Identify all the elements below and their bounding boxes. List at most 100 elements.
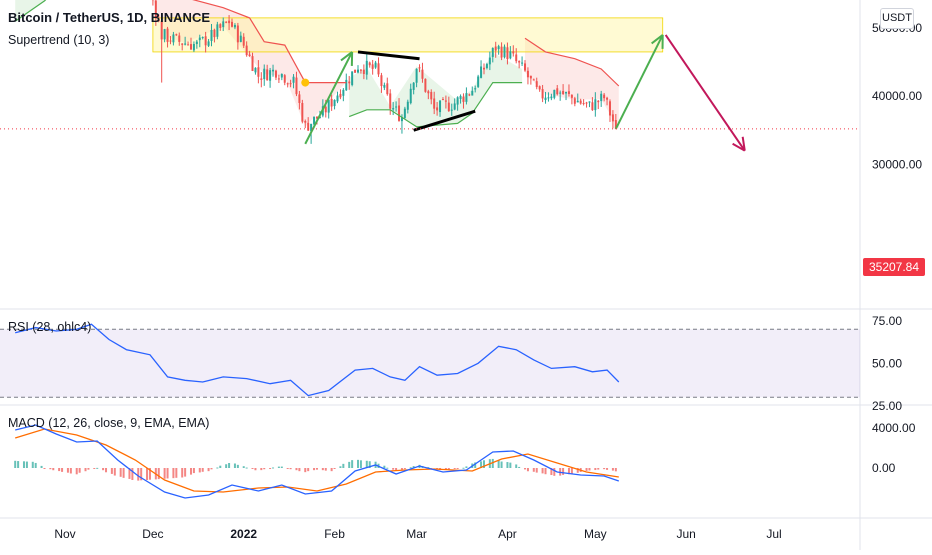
- supertrend-label[interactable]: Supertrend (10, 3): [8, 33, 109, 47]
- candle-body: [272, 70, 274, 72]
- candle-body: [167, 29, 169, 42]
- candle-body: [351, 71, 353, 85]
- macd-histogram-bar: [175, 468, 177, 478]
- macd-histogram-bar: [190, 468, 192, 475]
- candle-body: [430, 92, 432, 99]
- macd-histogram-bar: [454, 468, 456, 469]
- macd-histogram-bar: [498, 460, 500, 468]
- candle-body: [331, 99, 333, 107]
- macd-histogram-bar: [105, 468, 107, 472]
- candle-body: [495, 47, 497, 51]
- candle-body: [281, 74, 283, 78]
- candle-body: [363, 70, 365, 74]
- macd-histogram-bar: [339, 466, 341, 468]
- candle-body: [164, 29, 166, 39]
- macd-histogram-bar: [322, 468, 324, 470]
- candle-body: [222, 21, 224, 27]
- candle-body: [591, 102, 593, 110]
- macd-histogram-bar: [87, 468, 89, 470]
- macd-histogram-bar: [246, 468, 248, 469]
- candle-body: [442, 99, 444, 100]
- projection-arrow: [666, 35, 745, 151]
- candle-body: [474, 88, 476, 89]
- macd-histogram-bar: [553, 468, 555, 476]
- macd-histogram-bar: [199, 468, 201, 472]
- candle-body: [293, 77, 295, 83]
- macd-histogram-bar: [562, 468, 564, 475]
- time-axis-tick: Apr: [498, 527, 517, 541]
- candle-body: [348, 82, 350, 84]
- macd-histogram-bar: [295, 468, 297, 470]
- macd-histogram-bar: [193, 468, 195, 473]
- candle-body: [389, 93, 391, 108]
- candle-body: [509, 51, 511, 58]
- macd-histogram-bar: [228, 463, 230, 468]
- candle-body: [504, 47, 506, 58]
- macd-histogram-bar: [606, 468, 608, 470]
- candle-body: [378, 63, 380, 74]
- currency-button[interactable]: USDT: [880, 8, 914, 29]
- candle-body: [205, 36, 207, 45]
- macd-histogram-bar: [586, 468, 588, 471]
- macd-histogram-bar: [401, 468, 403, 470]
- candle-body: [304, 121, 306, 123]
- macd-histogram-bar: [237, 465, 239, 468]
- macd-histogram-bar: [536, 468, 538, 473]
- candle-body: [471, 91, 473, 96]
- macd-histogram-bar: [615, 468, 617, 471]
- candle-body: [562, 91, 564, 94]
- candle-body: [433, 99, 435, 109]
- candle-body: [609, 101, 611, 115]
- macd-histogram-bar: [278, 467, 280, 468]
- candle-body: [445, 101, 447, 102]
- macd-histogram-bar: [26, 462, 28, 468]
- candle-body: [287, 83, 289, 84]
- candle-body: [172, 35, 174, 43]
- candle-body: [190, 44, 192, 50]
- candle-body: [536, 81, 538, 87]
- macd-label[interactable]: MACD (12, 26, close, 9, EMA, EMA): [8, 416, 209, 430]
- macd-histogram-bar: [131, 468, 133, 480]
- macd-histogram-bar: [158, 468, 160, 479]
- candle-body: [175, 34, 177, 35]
- rsi-label[interactable]: RSI (28, ohlc4): [8, 320, 91, 334]
- macd-histogram-bar: [14, 461, 16, 468]
- candle-body: [419, 67, 421, 68]
- time-axis-tick: May: [584, 527, 607, 541]
- candle-body: [407, 102, 409, 110]
- candle-body: [512, 51, 514, 53]
- candle-body: [460, 96, 462, 99]
- candle-body: [539, 86, 541, 89]
- candle-body: [533, 79, 535, 80]
- candle-body: [208, 41, 210, 45]
- candle-body: [439, 101, 441, 112]
- macd-histogram-bar: [58, 468, 60, 471]
- macd-histogram-bar: [32, 462, 34, 468]
- macd-histogram-bar: [85, 468, 87, 471]
- candle-body: [252, 56, 254, 71]
- macd-histogram-bar: [41, 466, 43, 468]
- macd-histogram-bar: [325, 468, 327, 471]
- candle-body: [586, 103, 588, 104]
- candle-body: [357, 70, 359, 73]
- macd-histogram-bar: [307, 468, 309, 471]
- macd-histogram-bar: [298, 468, 300, 471]
- candle-body: [547, 97, 549, 98]
- candle-body: [398, 106, 400, 121]
- macd-histogram-bar: [43, 468, 45, 469]
- candle-body: [448, 103, 450, 111]
- candle-body: [254, 68, 256, 73]
- candle-body: [392, 108, 394, 109]
- macd-histogram-bar: [164, 468, 166, 479]
- candle-body: [571, 95, 573, 98]
- macd-histogram-bar: [509, 463, 511, 468]
- time-axis-tick: Jun: [676, 527, 695, 541]
- candle-body: [246, 46, 248, 56]
- macd-histogram-bar: [96, 468, 98, 469]
- rsi-axis-tick: 75.00: [872, 314, 902, 328]
- candle-body: [342, 90, 344, 96]
- macd-histogram-bar: [524, 468, 526, 469]
- candle-body: [184, 44, 186, 45]
